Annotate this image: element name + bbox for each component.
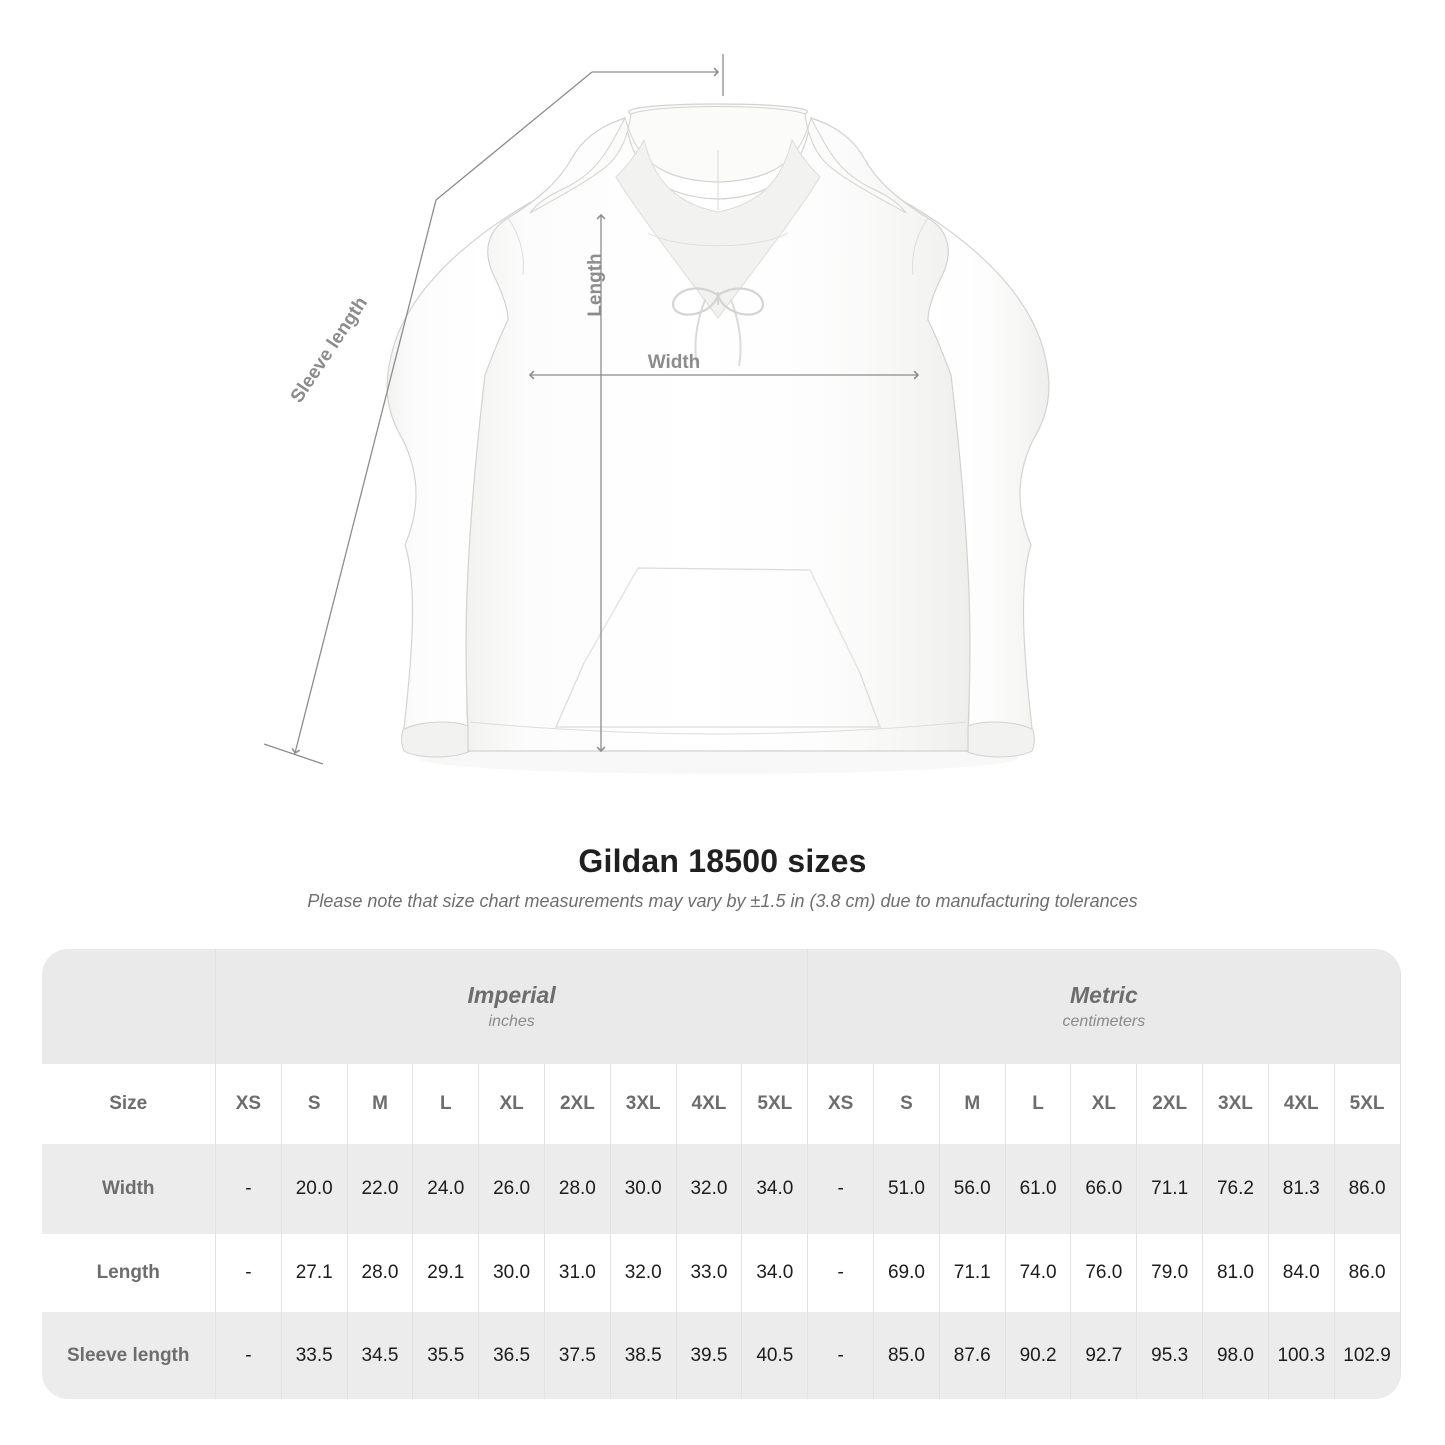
svg-text:Length: Length xyxy=(585,253,606,316)
svg-text:Width: Width xyxy=(648,352,701,373)
svg-text:Sleeve length: Sleeve length xyxy=(287,293,372,407)
